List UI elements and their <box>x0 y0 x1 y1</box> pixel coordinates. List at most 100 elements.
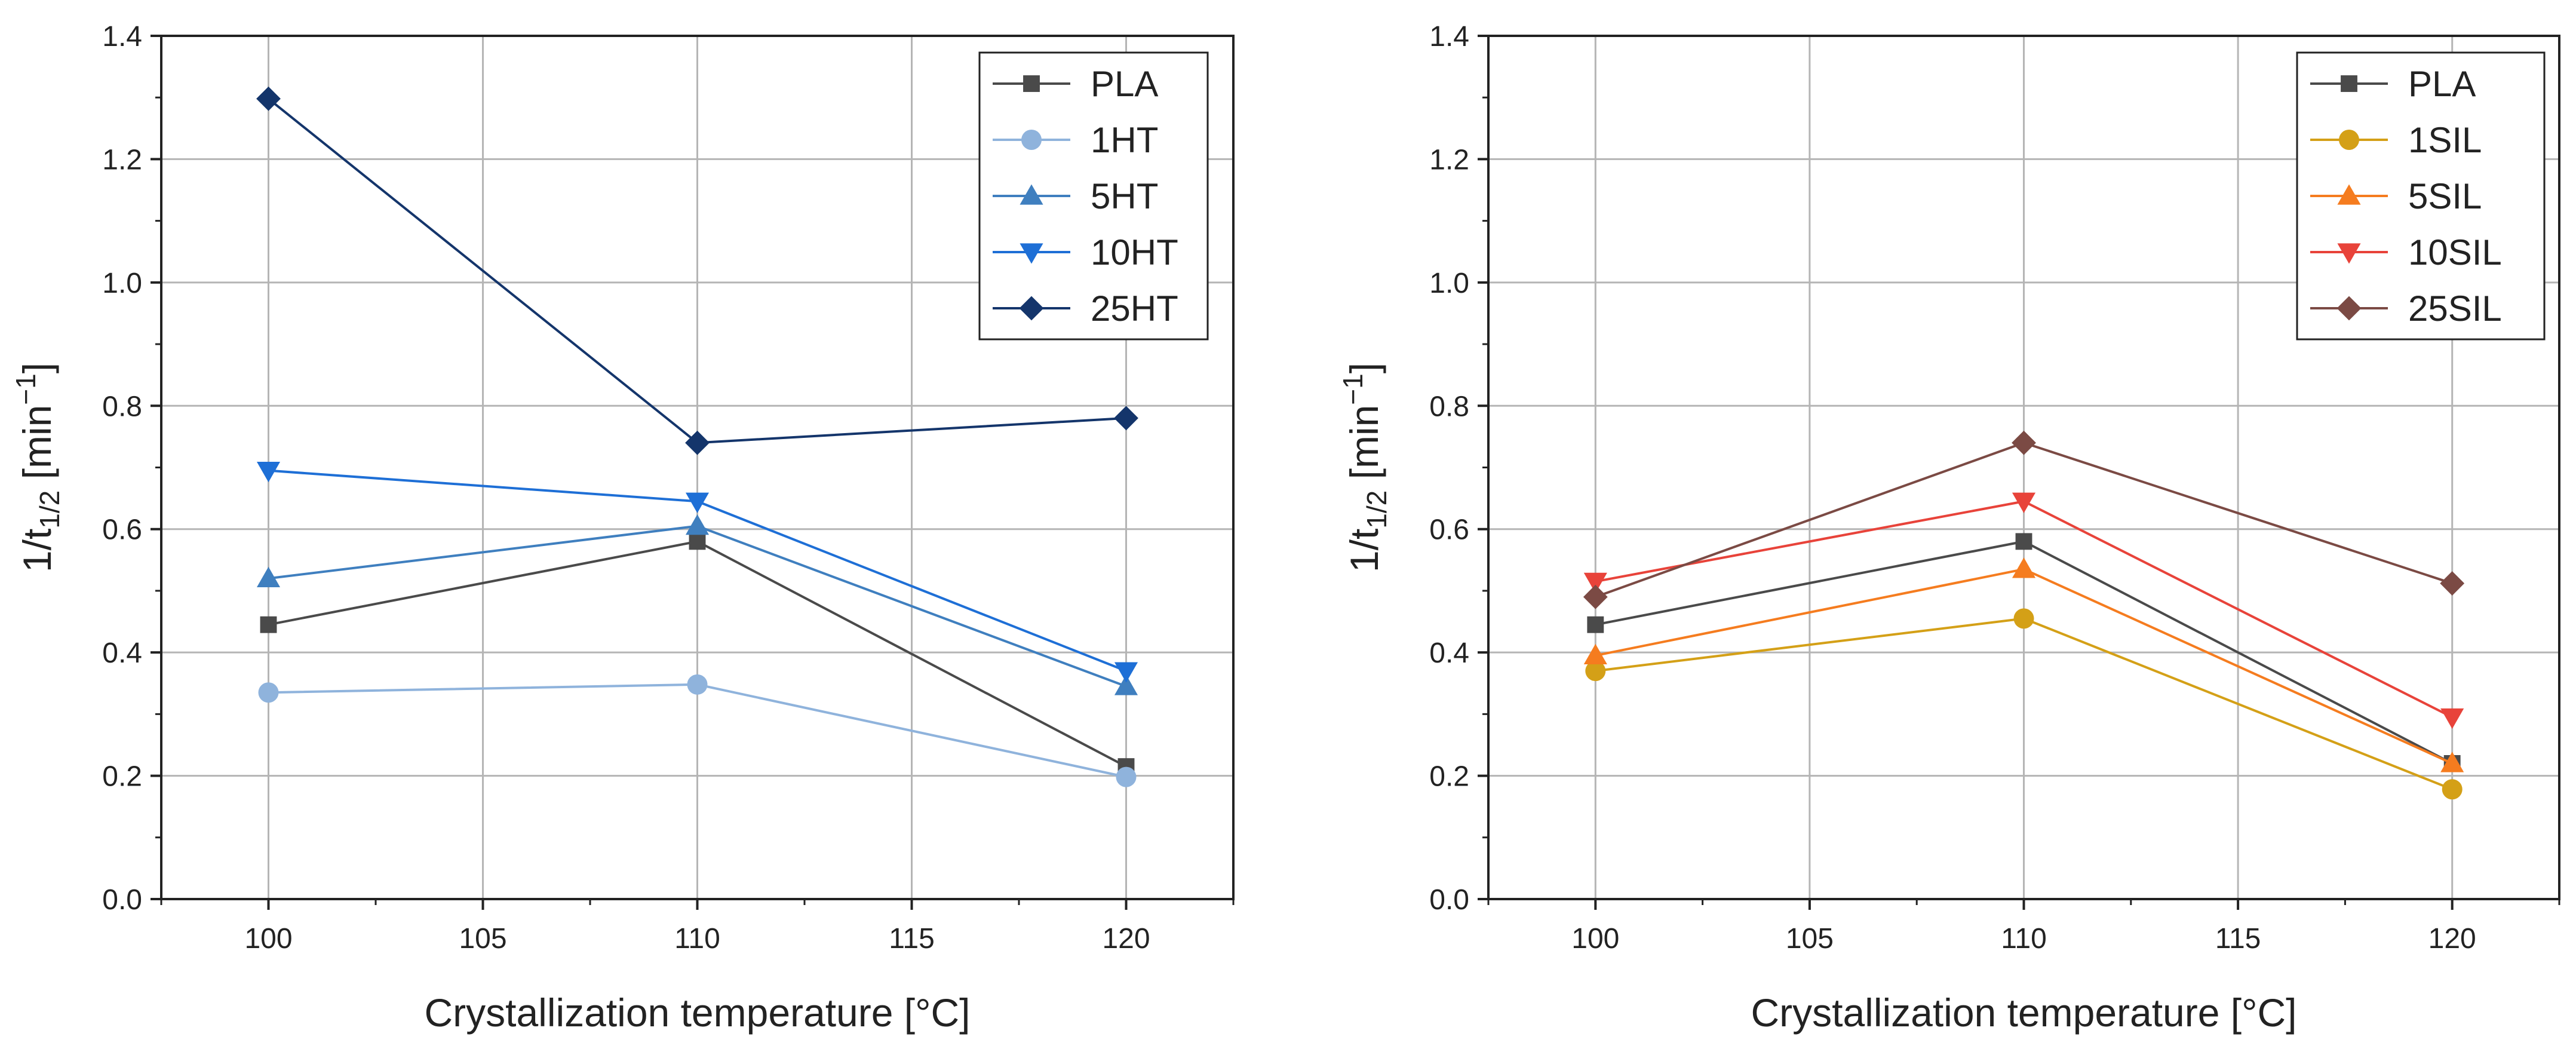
y-axis-title-unit: [min <box>15 405 59 490</box>
y-axis-ticks: 0.0 0.2 0.4 0.6 0.8 1.0 1.2 1.4 <box>102 21 161 916</box>
y-tick-label: 1.4 <box>1429 21 1469 53</box>
legend-item-25ht: 25HT <box>993 289 1178 329</box>
series-10ht <box>256 461 1138 683</box>
legend-item-5sil: 5SIL <box>2310 176 2482 216</box>
legend-swatch-marker <box>2336 296 2362 321</box>
x-tick-label: 105 <box>1786 923 1834 955</box>
x-tick-label: 120 <box>2428 923 2476 955</box>
x-tick-label: 110 <box>674 923 720 955</box>
legend-item-25sil: 25SIL <box>2310 289 2502 329</box>
series-25ht <box>256 86 1138 455</box>
legend-swatch-marker <box>2341 75 2357 92</box>
legend-label: 1HT <box>1091 120 1158 160</box>
y-axis-title-end: ] <box>15 363 59 373</box>
y-tick-label: 0.4 <box>1429 637 1469 669</box>
legend-swatch-marker <box>2337 243 2361 264</box>
x-axis-title: Crystallization temperature [°C] <box>1751 990 2296 1035</box>
data-point <box>2013 608 2034 629</box>
data-point <box>687 674 708 695</box>
y-axis-title-sub: 1/2 <box>1361 490 1392 529</box>
data-point <box>256 86 281 111</box>
series-10sil <box>1583 492 2464 729</box>
y-tick-label: 0.2 <box>1429 761 1469 793</box>
series-1sil <box>1585 608 2463 800</box>
x-tick-label: 105 <box>459 923 506 955</box>
data-point <box>1116 766 1137 787</box>
legend-item-pla: PLA <box>2310 64 2476 104</box>
data-point <box>685 492 710 513</box>
data-point <box>2440 752 2464 772</box>
y-axis-title: 1/t1/2 [min−1] <box>10 363 65 572</box>
y-tick-label: 1.2 <box>102 144 142 176</box>
data-point <box>2012 492 2036 513</box>
x-tick-label: 110 <box>2001 923 2047 955</box>
legend-label: 25HT <box>1091 289 1178 329</box>
chart-panel-1: 100 105 110 115 120 0.0 0.2 0.4 0.6 0.8 1.0 1.2 1.4 C… <box>10 21 1235 1035</box>
series-5ht <box>256 514 1138 695</box>
x-tick-label: 100 <box>244 923 292 955</box>
y-axis-title-base: 1/t <box>1342 529 1386 572</box>
data-point <box>2440 571 2465 596</box>
legend-label: 1SIL <box>2408 120 2482 160</box>
legend: PLA 1SIL 5SIL 10SIL 25SIL <box>2296 51 2546 341</box>
y-tick-label: 0.8 <box>102 391 142 422</box>
data-point <box>2442 779 2463 800</box>
data-point <box>1585 661 1606 682</box>
data-point <box>260 616 277 633</box>
legend-item-5ht: 5HT <box>993 176 1158 216</box>
legend-label: 10SIL <box>2408 232 2502 272</box>
data-point <box>1583 584 1608 609</box>
y-axis-ticks: 0.0 0.2 0.4 0.6 0.8 1.0 1.2 1.4 <box>1429 21 1488 916</box>
data-point <box>258 682 279 703</box>
data-point <box>256 566 281 587</box>
y-axis-title: 1/t1/2 [min−1] <box>1337 363 1392 572</box>
legend: PLA 1HT 5HT 10HT 25HT <box>978 51 1209 341</box>
data-point <box>1583 572 1607 593</box>
legend-item-10sil: 10SIL <box>2310 232 2502 272</box>
data-point <box>685 514 710 535</box>
data-point <box>2440 708 2464 729</box>
y-axis-title-unit: [min <box>1342 405 1386 490</box>
y-tick-label: 0.0 <box>1429 884 1469 916</box>
legend-item-1sil: 1SIL <box>2310 120 2482 160</box>
data-point <box>2015 533 2032 550</box>
y-axis-title-sub: 1/2 <box>34 490 65 529</box>
legend-item-1ht: 1HT <box>993 120 1158 160</box>
legend-label: 10HT <box>1091 232 1178 272</box>
legend-swatch-marker <box>1019 296 1044 321</box>
x-axis-ticks: 100 105 110 115 120 <box>160 899 1235 955</box>
series-5sil <box>1583 557 2464 772</box>
y-axis-title-base: 1/t <box>15 529 59 572</box>
y-tick-label: 1.0 <box>102 268 142 299</box>
legend-label: 5SIL <box>2408 176 2482 216</box>
x-tick-label: 115 <box>889 923 935 955</box>
data-point <box>1587 616 1604 633</box>
data-point <box>685 430 710 455</box>
series-pla <box>260 533 1135 775</box>
legend-label: 25SIL <box>2408 289 2502 329</box>
y-tick-label: 1.0 <box>1429 268 1469 299</box>
data-point <box>1114 674 1138 695</box>
legend-swatch-marker <box>1021 130 1042 150</box>
data-point <box>1114 406 1138 431</box>
y-axis-title-sup: −1 <box>10 373 41 404</box>
y-tick-label: 0.4 <box>102 637 142 669</box>
y-tick-label: 0.0 <box>102 884 142 916</box>
series-1ht <box>258 674 1137 787</box>
y-tick-label: 1.4 <box>102 21 142 53</box>
legend-swatch-marker <box>1023 75 1040 92</box>
y-tick-label: 0.2 <box>102 761 142 793</box>
data-point <box>1583 643 1607 664</box>
y-tick-label: 1.2 <box>1429 144 1469 176</box>
legend-label: PLA <box>2408 64 2476 104</box>
data-point <box>2012 430 2036 455</box>
y-tick-label: 0.6 <box>102 514 142 546</box>
x-tick-label: 100 <box>1571 923 1619 955</box>
legend-swatch-marker <box>1020 184 1043 205</box>
legend-label: 5HT <box>1091 176 1158 216</box>
x-axis-ticks: 100 105 110 115 120 <box>1487 899 2560 955</box>
legend-swatch-marker <box>2337 184 2361 205</box>
y-tick-label: 0.8 <box>1429 391 1469 422</box>
